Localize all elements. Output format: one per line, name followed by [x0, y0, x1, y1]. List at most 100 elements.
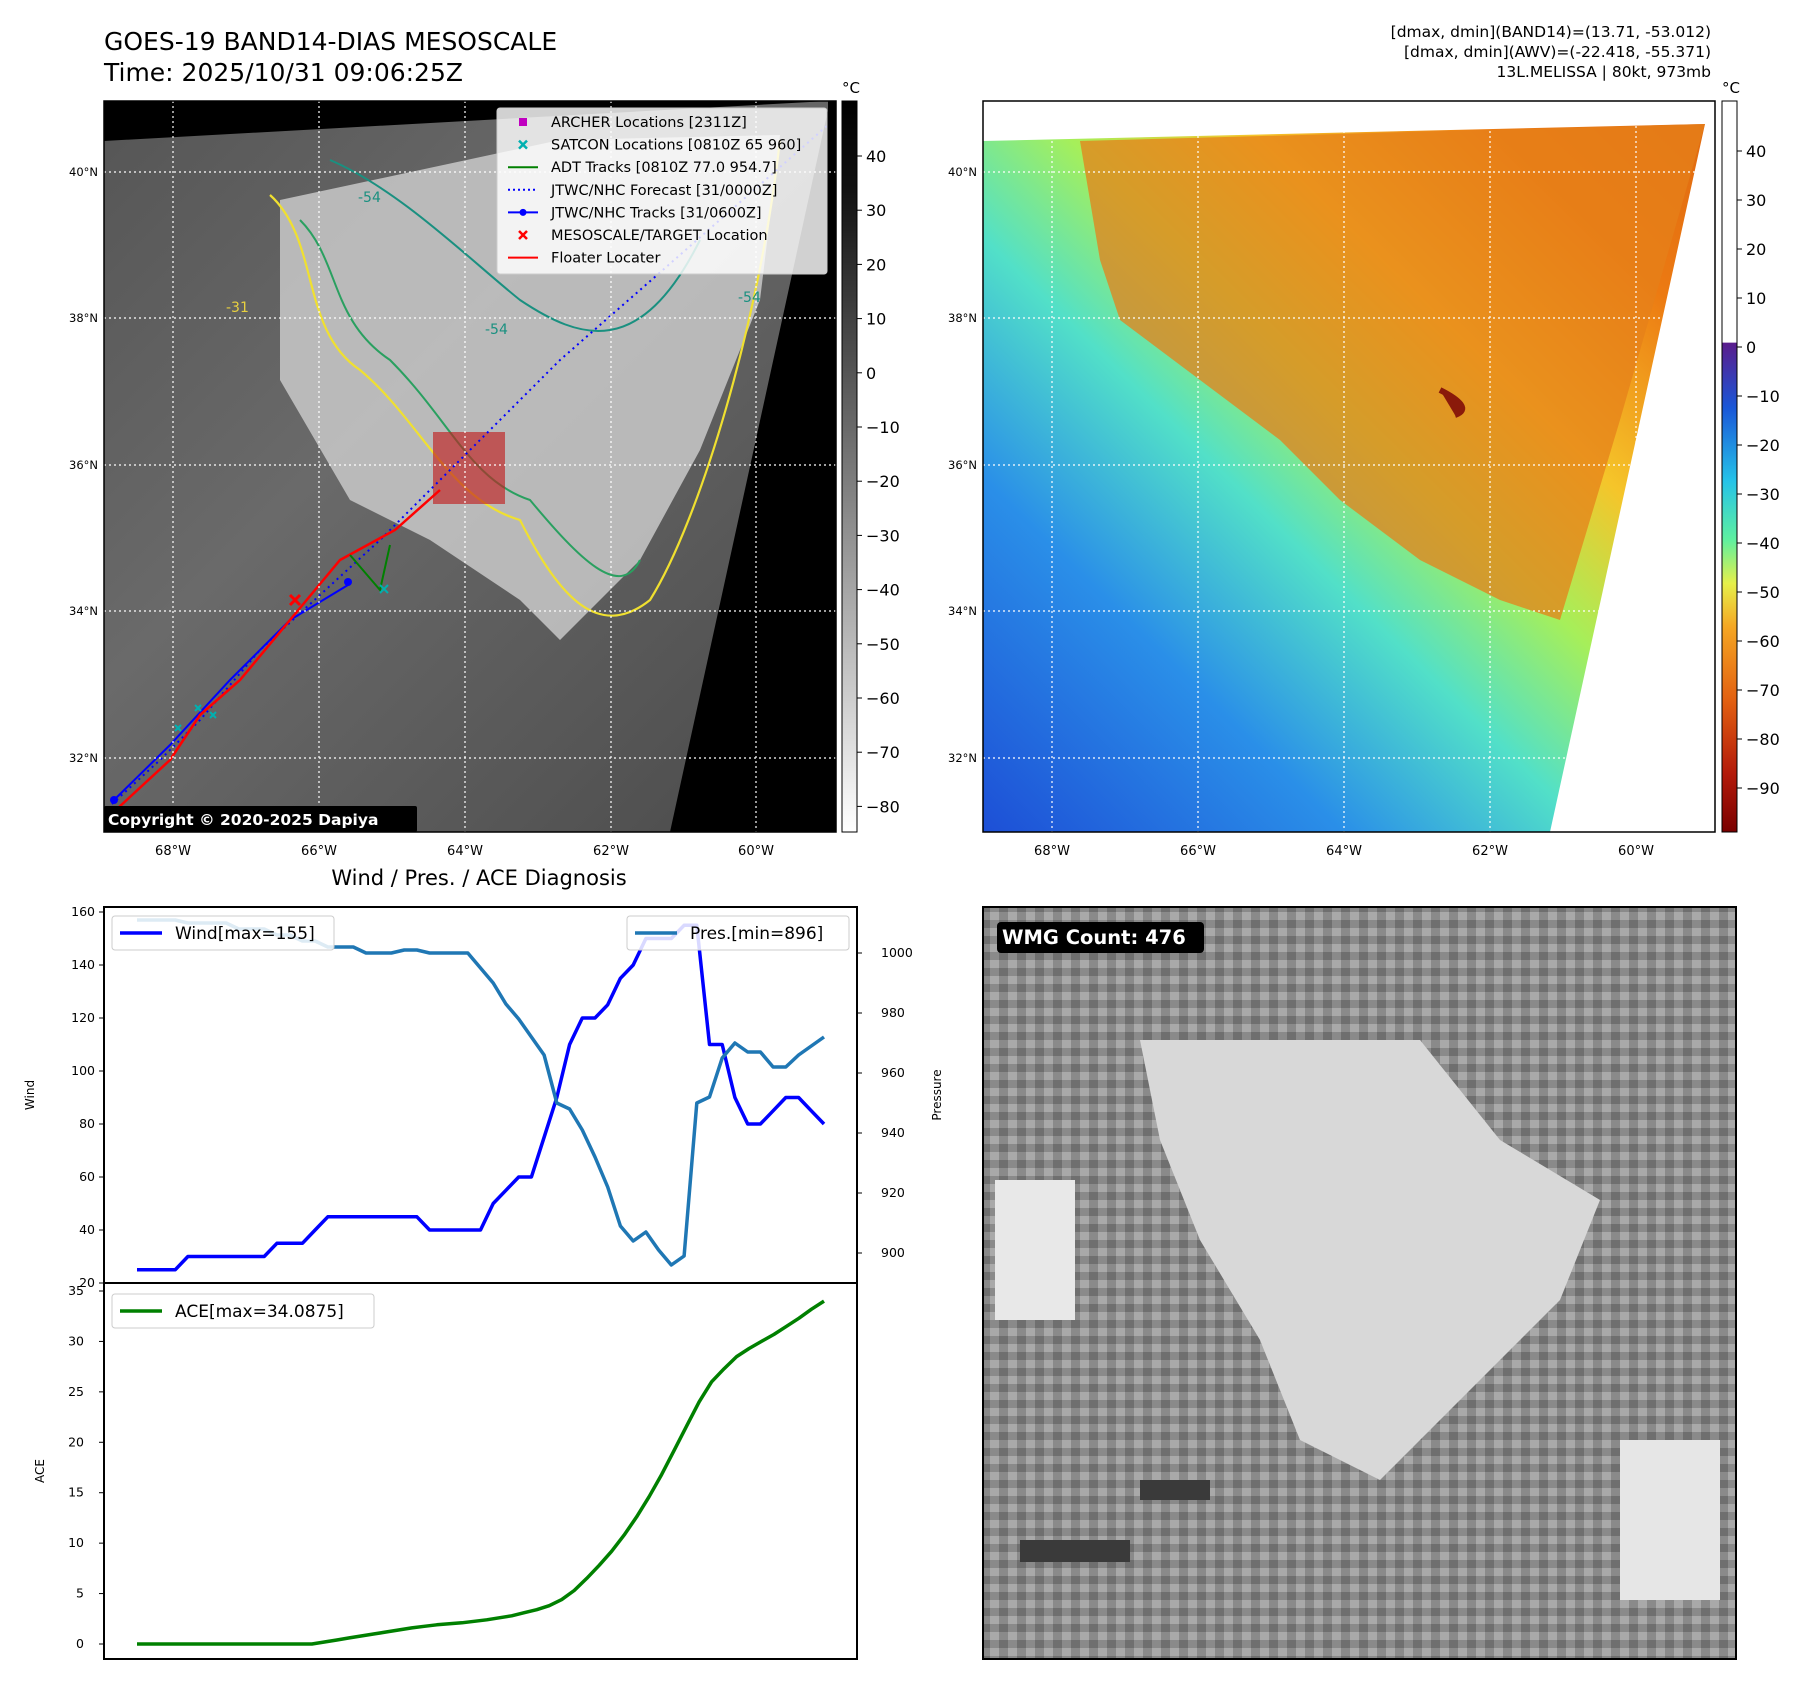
wmg-count-badge [997, 922, 1204, 953]
ace-legend-label: ACE[max=34.0875] [175, 1302, 344, 1322]
wmg-dark-patch [1140, 1480, 1210, 1500]
satcon-marker [379, 584, 389, 594]
ace-line [137, 1299, 825, 1646]
colorbar-tick-label: −70 [866, 743, 900, 762]
colorbar-tick-label: −50 [866, 635, 900, 654]
lat-label: 34°N [948, 604, 977, 618]
awv-colorbar-unit: °C [1722, 79, 1740, 97]
y-tick-label: 60 [79, 1169, 95, 1184]
colorbar-tick-label: −60 [1746, 632, 1780, 651]
pressure-legend-label: Pres.[min=896] [690, 924, 823, 944]
y2-tick-label: 1000 [881, 945, 913, 960]
lon-label: 68°W [1034, 844, 1070, 859]
legend-entry-label: JTWC/NHC Forecast [31/0000Z] [550, 183, 777, 199]
colorbar-tick-label: −50 [1746, 583, 1780, 602]
colorbar-tick-label: 0 [866, 364, 876, 383]
best-track-line [113, 584, 349, 801]
colorbar-tick-label: −40 [866, 581, 900, 600]
legend-entry-label: JTWC/NHC Tracks [31/0600Z] [550, 205, 762, 221]
colorbar-tick-label: −20 [1746, 436, 1780, 455]
copyright-text: Copyright © 2020-2025 Dapiya [108, 811, 378, 829]
y-tick-label: 20 [79, 1275, 95, 1290]
colorbar-tick-label: −40 [1746, 534, 1780, 553]
y-tick-label: 140 [71, 957, 95, 972]
storm-info: [dmax, dmin](BAND14)=(13.71, -53.012) [dm… [1391, 22, 1711, 82]
ace-tick-label: 15 [68, 1485, 84, 1500]
ace-tick-label: 5 [76, 1586, 84, 1601]
y-tick-label: 40 [79, 1222, 95, 1237]
lon-label: 62°W [1472, 844, 1508, 859]
y-tick-label: 160 [71, 904, 95, 919]
wmg-bright-region [1620, 1440, 1720, 1600]
legend-marker-square [519, 118, 527, 126]
lon-label: 64°W [1326, 844, 1362, 859]
colorbar-tick-label: 10 [866, 310, 886, 329]
contour-label: -31 [226, 300, 249, 316]
ir-map-panel: -31 -54 -54 -54 ARCHER Locations [2311Z]… [69, 79, 900, 859]
ace-axes: 0 5 10 15 20 25 30 35 [68, 1283, 104, 1651]
lon-label: 66°W [301, 844, 337, 859]
copyright-badge [104, 806, 417, 832]
best-track-point [344, 578, 352, 586]
awv-gridlines [983, 101, 1715, 832]
contour-label: -54 [485, 322, 508, 338]
ir-colorbar [841, 100, 858, 833]
legend-marker-dot [519, 208, 527, 216]
wind-pressure-chart: Wind / Pres. / ACE Diagnosis 20 40 60 80 100… [23, 866, 944, 1290]
ace-chart: 0 5 10 15 20 25 30 35 ACE ACE[max=34.0875] [33, 1282, 858, 1660]
wind-axes: 20 40 60 80 100 120 140 160 900 920 940 960 980 1000 [71, 904, 913, 1290]
lon-label: 64°W [447, 844, 483, 859]
ir-contour-yellow [269, 139, 782, 617]
ir-colorbar-unit: °C [842, 79, 860, 97]
info-line-band14: [dmax, dmin](BAND14)=(13.71, -53.012) [1390, 23, 1711, 41]
lon-label: 62°W [593, 844, 629, 859]
best-track-point [110, 796, 118, 804]
info-line-awv: [dmax, dmin](AWV)=(-22.418, -55.371) [1404, 43, 1711, 61]
lon-label: 66°W [1180, 844, 1216, 859]
lat-label: 36°N [948, 458, 977, 472]
ir-colorbar-ticks: 40 30 20 10 0 −10 −20 −30 −40 −50 −60 −70 −80 [857, 147, 900, 816]
awv-dry-region [1080, 124, 1705, 620]
ace-tick-label: 0 [76, 1636, 84, 1651]
wmg-bright-region [1140, 1040, 1600, 1480]
legend-entry-label: ADT Tracks [0810Z 77.0 954.7] [551, 160, 777, 176]
lat-label: 32°N [69, 751, 98, 765]
legend-entry-label: SATCON Locations [0810Z 65 960] [551, 138, 801, 154]
lon-label: 60°W [738, 844, 774, 859]
y2-tick-label: 920 [881, 1185, 905, 1200]
ir-lat-labels: 40°N 38°N 36°N 34°N 32°N [69, 165, 98, 765]
lon-label: 60°W [1618, 844, 1654, 859]
lat-label: 38°N [948, 311, 977, 325]
colorbar-tick-label: 40 [1746, 142, 1766, 161]
legend-entry-label: Floater Locater [551, 251, 660, 267]
wmg-panel: WMG Count: 476 [982, 906, 1737, 1660]
wmg-dark-patch [1020, 1540, 1130, 1562]
title-line-2: Time: 2025/10/31 09:06:25Z [104, 58, 463, 87]
ace-legend: ACE[max=34.0875] [111, 1293, 375, 1329]
lat-label: 40°N [948, 165, 977, 179]
colorbar-tick-label: −30 [866, 526, 900, 545]
y-tick-label: 100 [71, 1063, 95, 1078]
ir-map-frame [103, 100, 837, 833]
ir-contour-teal [329, 159, 701, 332]
y-tick-label: 120 [71, 1010, 95, 1025]
wind-axis-label: Wind [23, 1080, 37, 1110]
y2-tick-label: 940 [881, 1125, 905, 1140]
pressure-legend-box [626, 915, 850, 951]
colorbar-tick-label: 10 [1746, 289, 1766, 308]
colorbar-tick-label: 20 [1746, 240, 1766, 259]
diagnosis-title: Wind / Pres. / ACE Diagnosis [331, 866, 626, 890]
colorbar-tick-label: 20 [866, 255, 886, 274]
awv-map-panel: °C 403020100−10−20−30−40−50−60−70−80−90 … [948, 79, 1780, 859]
ace-tick-label: 25 [68, 1384, 84, 1399]
adt-track-line [349, 544, 391, 593]
legend-marker-x [518, 230, 528, 240]
awv-lat-labels: 40°N 38°N 36°N 34°N 32°N [948, 165, 977, 765]
legend-entry-label: MESOSCALE/TARGET Location [551, 228, 768, 244]
awv-map-frame [982, 100, 1716, 833]
lat-label: 34°N [69, 604, 98, 618]
colorbar-tick-label: −60 [866, 689, 900, 708]
legend-marker-x [518, 139, 528, 150]
ace-tick-label: 35 [68, 1283, 84, 1298]
awv-lon-labels: 68°W 66°W 64°W 62°W 60°W [1034, 844, 1654, 859]
